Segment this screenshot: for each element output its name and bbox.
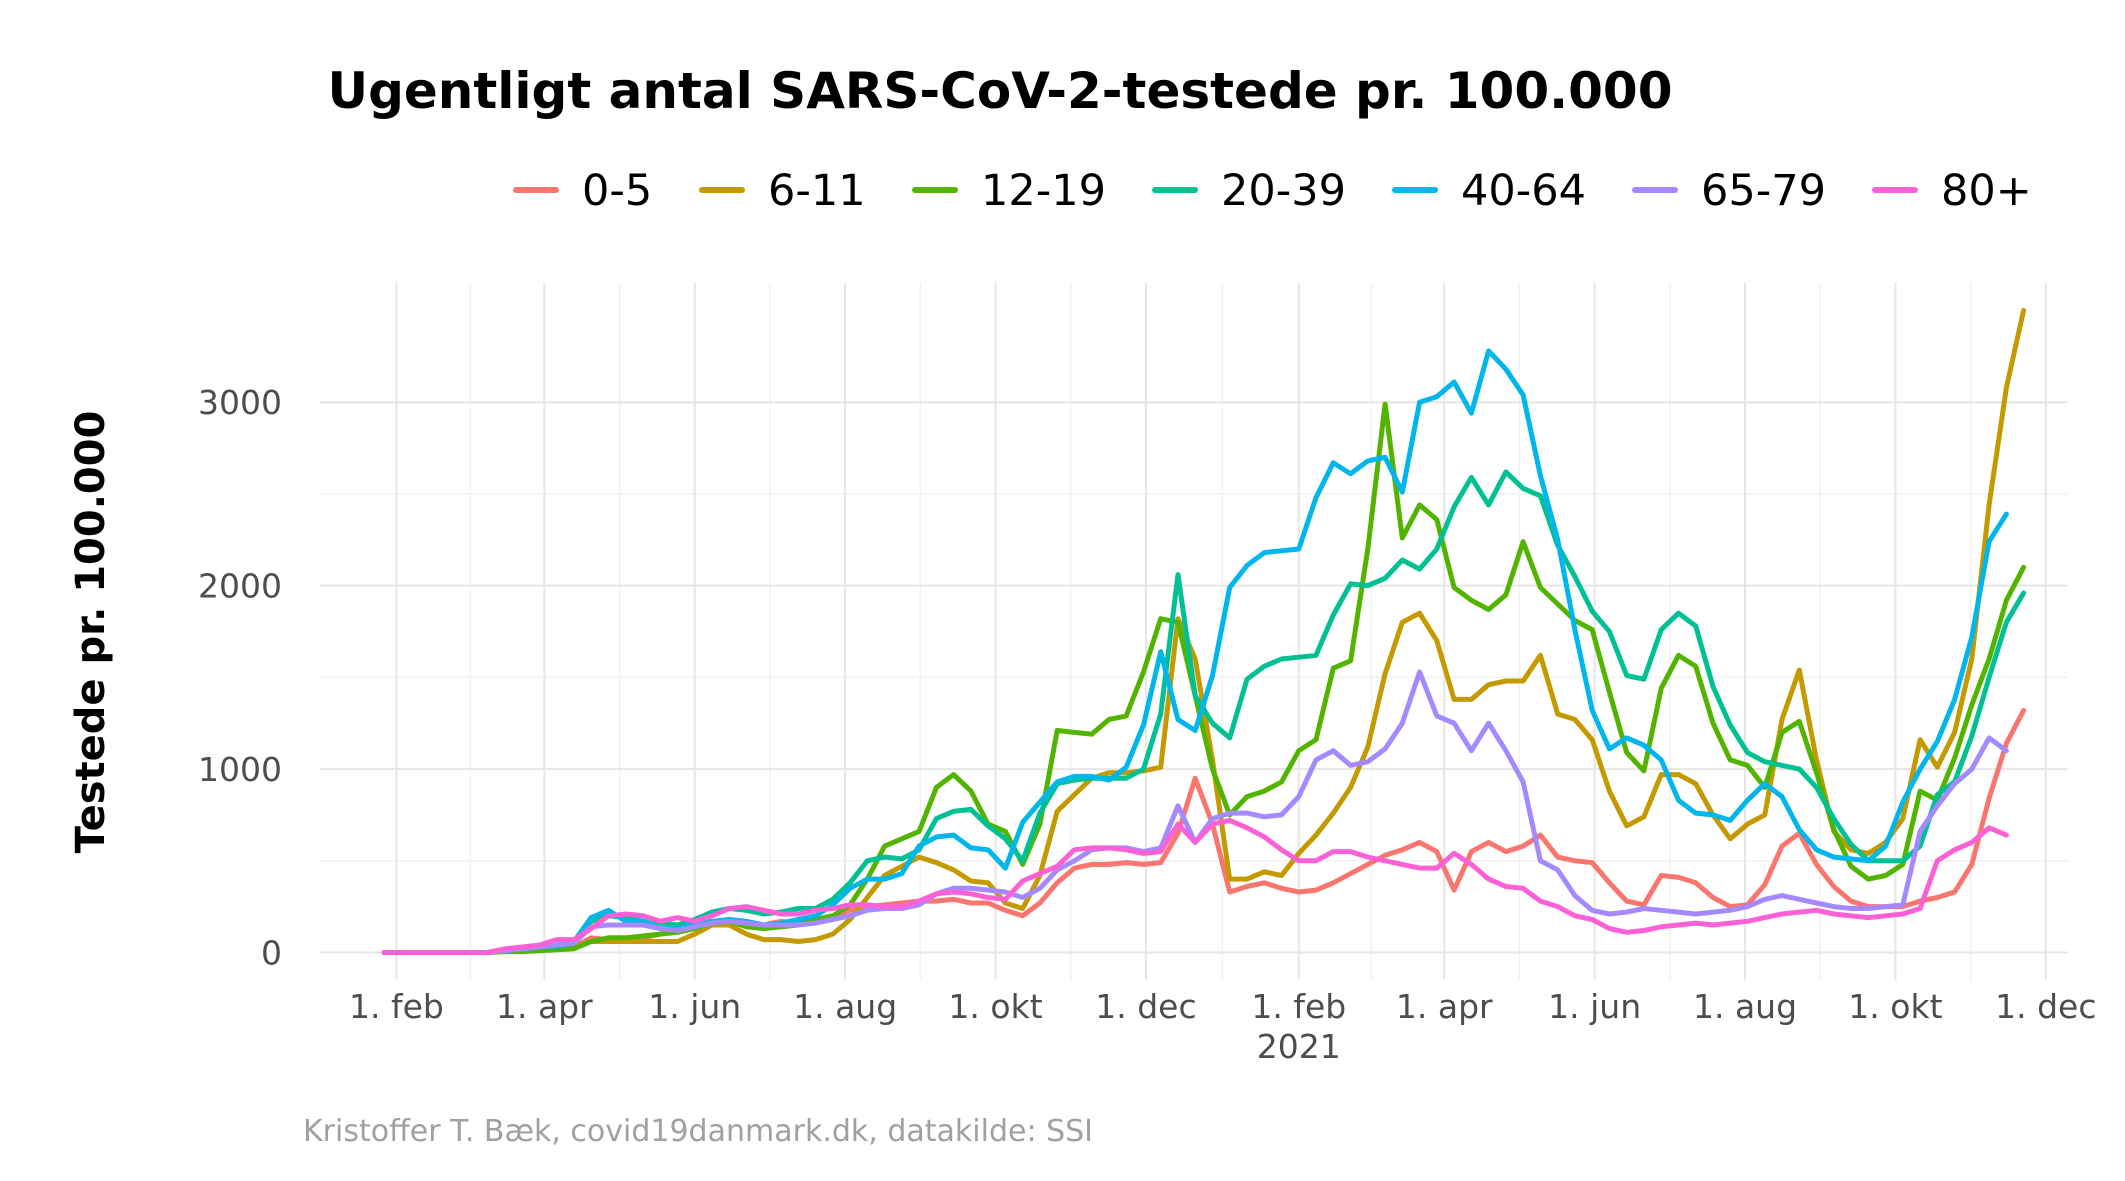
- legend-label-6-11: 6-11: [768, 166, 866, 216]
- legend-label-80+: 80+: [1941, 166, 2032, 216]
- y-axis-label: Testede pr. 100.000: [68, 411, 114, 854]
- x-tick-label: 1. dec: [1995, 987, 2096, 1026]
- legend: 0-5 6-11 12-19 20-39 40-64 65-79 80+: [513, 166, 2032, 216]
- series-lines: [381, 308, 2027, 955]
- legend-label-40-64: 40-64: [1461, 166, 1586, 216]
- x-tick-label: 1. apr: [496, 987, 593, 1026]
- y-tick-label: 0: [261, 933, 282, 972]
- legend-label-0-5: 0-5: [582, 166, 652, 216]
- x-tick-label: 1. okt: [1848, 987, 1942, 1026]
- x-tick-label: 1. apr: [1396, 987, 1493, 1026]
- series-line-12-19: [381, 401, 2027, 955]
- x-tick-label: 1. aug: [1693, 987, 1797, 1026]
- legend-label-65-79: 65-79: [1701, 166, 1826, 216]
- series-line-40-64: [381, 348, 2009, 955]
- legend-label-12-19: 12-19: [981, 166, 1106, 216]
- x-axis: 1. feb 1. apr 1. jun 1. aug 1. okt 1. dec 1. f…: [349, 987, 2096, 1066]
- chart-title: Ugentligt antal SARS-CoV-2-testede pr. 1…: [327, 62, 1672, 120]
- series-line-80+: [381, 817, 2009, 955]
- grid: [320, 283, 2068, 980]
- x-tick-label: 1. aug: [793, 987, 897, 1026]
- x-tick-year-label: 2021: [1257, 1027, 1341, 1066]
- y-tick-label: 2000: [198, 567, 282, 606]
- series-line-20-39: [381, 469, 2027, 955]
- y-tick-label: 1000: [198, 750, 282, 789]
- x-tick-label: 1. feb: [349, 987, 444, 1026]
- caption: Kristoffer T. Bæk, covid19danmark.dk, da…: [303, 1114, 1093, 1149]
- legend-label-20-39: 20-39: [1221, 166, 1346, 216]
- x-tick-label: 1. dec: [1095, 987, 1196, 1026]
- x-tick-label: 1. feb: [1251, 987, 1346, 1026]
- y-tick-label: 3000: [198, 383, 282, 422]
- x-tick-label: 1. jun: [1548, 987, 1641, 1026]
- x-tick-label: 1. okt: [948, 987, 1042, 1026]
- y-axis: 0 1000 2000 3000: [198, 383, 282, 972]
- x-tick-label: 1. jun: [648, 987, 741, 1026]
